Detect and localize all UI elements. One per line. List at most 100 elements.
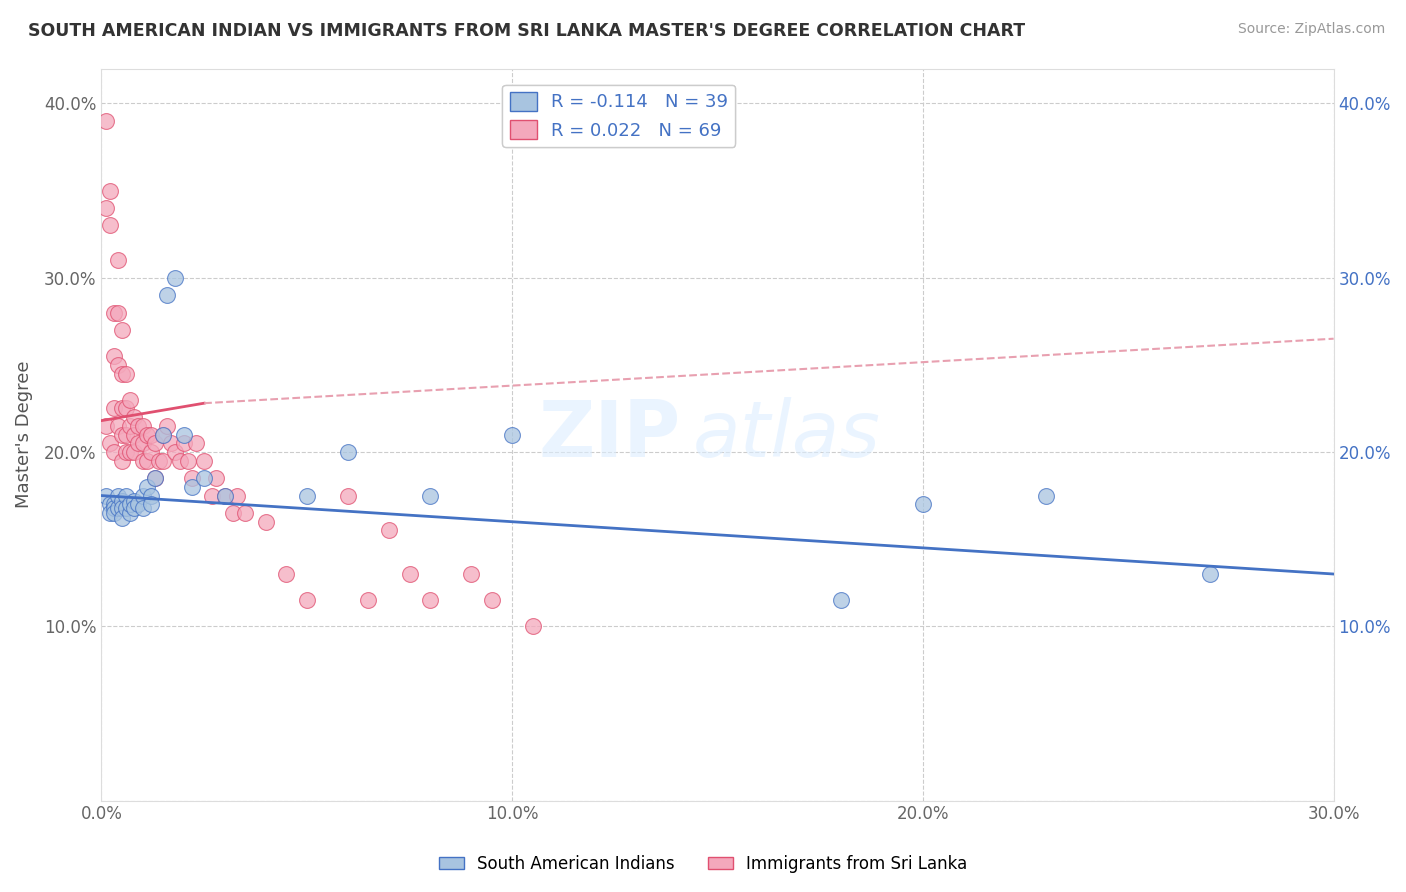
Point xyxy=(107,489,129,503)
Point xyxy=(156,288,179,302)
Point xyxy=(111,401,134,416)
Point xyxy=(98,497,121,511)
Point xyxy=(378,524,401,538)
Point xyxy=(336,445,359,459)
Point xyxy=(193,471,215,485)
Point xyxy=(295,489,318,503)
Point xyxy=(103,445,125,459)
Point xyxy=(98,436,121,450)
Point xyxy=(143,436,166,450)
Point xyxy=(177,453,200,467)
Point xyxy=(156,418,179,433)
Point xyxy=(233,506,256,520)
Point xyxy=(173,436,195,450)
Point xyxy=(94,489,117,503)
Point xyxy=(501,427,523,442)
Point xyxy=(103,497,125,511)
Point xyxy=(201,489,224,503)
Point xyxy=(173,427,195,442)
Point xyxy=(139,445,162,459)
Point xyxy=(131,489,153,503)
Point xyxy=(135,453,157,467)
Point xyxy=(107,418,129,433)
Point xyxy=(115,367,138,381)
Point xyxy=(295,593,318,607)
Point xyxy=(336,489,359,503)
Point xyxy=(1199,567,1222,582)
Point xyxy=(124,427,146,442)
Point xyxy=(131,453,153,467)
Point xyxy=(120,497,142,511)
Point xyxy=(115,427,138,442)
Point xyxy=(120,418,142,433)
Point xyxy=(115,401,138,416)
Point xyxy=(160,436,183,450)
Point xyxy=(184,436,207,450)
Point xyxy=(131,436,153,450)
Point xyxy=(98,506,121,520)
Text: atlas: atlas xyxy=(693,397,880,473)
Legend: R = -0.114   N = 39, R = 0.022   N = 69: R = -0.114 N = 39, R = 0.022 N = 69 xyxy=(502,85,735,147)
Point xyxy=(139,427,162,442)
Point xyxy=(180,471,202,485)
Point xyxy=(111,323,134,337)
Point xyxy=(127,497,149,511)
Point xyxy=(143,471,166,485)
Point xyxy=(165,270,187,285)
Point xyxy=(111,511,134,525)
Point xyxy=(127,418,149,433)
Point xyxy=(522,619,544,633)
Point xyxy=(226,489,249,503)
Point xyxy=(124,500,146,515)
Text: ZIP: ZIP xyxy=(538,397,681,473)
Y-axis label: Master's Degree: Master's Degree xyxy=(15,361,32,508)
Point xyxy=(222,506,245,520)
Point xyxy=(152,427,174,442)
Point xyxy=(419,489,441,503)
Point xyxy=(120,445,142,459)
Point xyxy=(460,567,482,582)
Point xyxy=(127,436,149,450)
Point xyxy=(911,497,934,511)
Point xyxy=(107,253,129,268)
Point xyxy=(143,471,166,485)
Point xyxy=(152,453,174,467)
Point xyxy=(124,493,146,508)
Point xyxy=(139,489,162,503)
Point xyxy=(481,593,503,607)
Point xyxy=(94,201,117,215)
Point xyxy=(115,489,138,503)
Point xyxy=(131,418,153,433)
Point xyxy=(115,500,138,515)
Point xyxy=(148,453,170,467)
Point xyxy=(276,567,298,582)
Point xyxy=(111,453,134,467)
Point xyxy=(205,471,228,485)
Point xyxy=(103,506,125,520)
Point xyxy=(135,427,157,442)
Point xyxy=(103,401,125,416)
Point xyxy=(830,593,852,607)
Point xyxy=(398,567,420,582)
Point xyxy=(152,427,174,442)
Point xyxy=(135,480,157,494)
Point xyxy=(193,453,215,467)
Point xyxy=(1035,489,1057,503)
Point xyxy=(139,497,162,511)
Point xyxy=(214,489,236,503)
Point xyxy=(169,453,191,467)
Point xyxy=(107,500,129,515)
Point xyxy=(103,349,125,363)
Point xyxy=(180,480,202,494)
Text: SOUTH AMERICAN INDIAN VS IMMIGRANTS FROM SRI LANKA MASTER'S DEGREE CORRELATION C: SOUTH AMERICAN INDIAN VS IMMIGRANTS FROM… xyxy=(28,22,1025,40)
Point xyxy=(254,515,277,529)
Point xyxy=(115,445,138,459)
Point xyxy=(124,410,146,425)
Legend: South American Indians, Immigrants from Sri Lanka: South American Indians, Immigrants from … xyxy=(432,848,974,880)
Point xyxy=(103,500,125,515)
Point xyxy=(98,219,121,233)
Point xyxy=(165,445,187,459)
Point xyxy=(131,500,153,515)
Point xyxy=(214,489,236,503)
Point xyxy=(103,305,125,319)
